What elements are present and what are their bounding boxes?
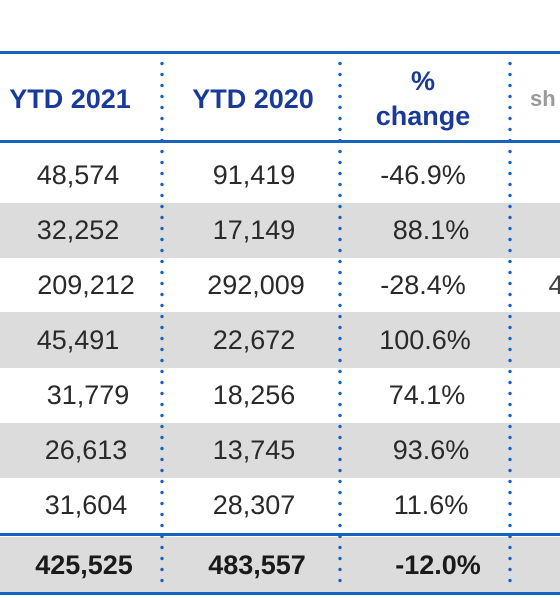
cell-change: 11.6% [393,490,469,520]
cell-ytd2021: 48,574 [36,160,120,190]
header-partial-share: sh [530,85,556,111]
total-change: -12.0% [395,549,481,580]
header-ytd-2021: YTD 2021 [9,83,131,114]
cell-ytd2020: 18,256 [212,380,296,410]
cell-ytd2021: 45,491 [36,325,120,355]
cell-ytd2020: 28,307 [212,490,296,520]
cell-ytd2021: 209,212 [37,270,135,300]
cell-change: 100.6% [379,325,471,355]
cell-ytd2020: 292,009 [207,270,305,300]
cell-partial: 4 [548,270,560,300]
total-ytd2021: 425,525 [35,549,133,580]
cell-change: -28.4% [380,270,466,300]
cell-ytd2021: 31,779 [46,380,130,410]
header-bottom-rule [0,140,560,143]
column-separator [338,58,342,588]
table-bottom-rule [0,592,560,595]
total-ytd2020: 483,557 [208,549,306,580]
header-ytd-2020: YTD 2020 [192,83,314,114]
cell-ytd2020: 91,419 [212,160,296,190]
cell-change: -46.9% [380,160,466,190]
row-band [0,423,560,478]
cell-change: 88.1% [392,215,470,245]
cell-ytd2021: 31,604 [44,490,128,520]
header-change-label: change [375,101,471,131]
cell-ytd2020: 13,745 [212,435,296,465]
cell-ytd2020: 22,672 [212,325,296,355]
header-percent-change: % change [348,58,498,140]
table-top-rule [0,51,560,54]
cell-ytd2020: 17,149 [212,215,296,245]
header-percent-symbol: % [410,66,435,97]
total-top-rule [0,533,560,536]
column-separator [508,58,512,588]
cell-ytd2021: 32,252 [36,215,120,245]
total-row-band [0,537,560,593]
cell-change: 74.1% [388,380,466,410]
cell-ytd2021: 26,613 [44,435,128,465]
row-band [0,203,560,258]
cell-change: 93.6% [392,435,470,465]
row-band [0,312,560,368]
column-separator [160,58,164,588]
